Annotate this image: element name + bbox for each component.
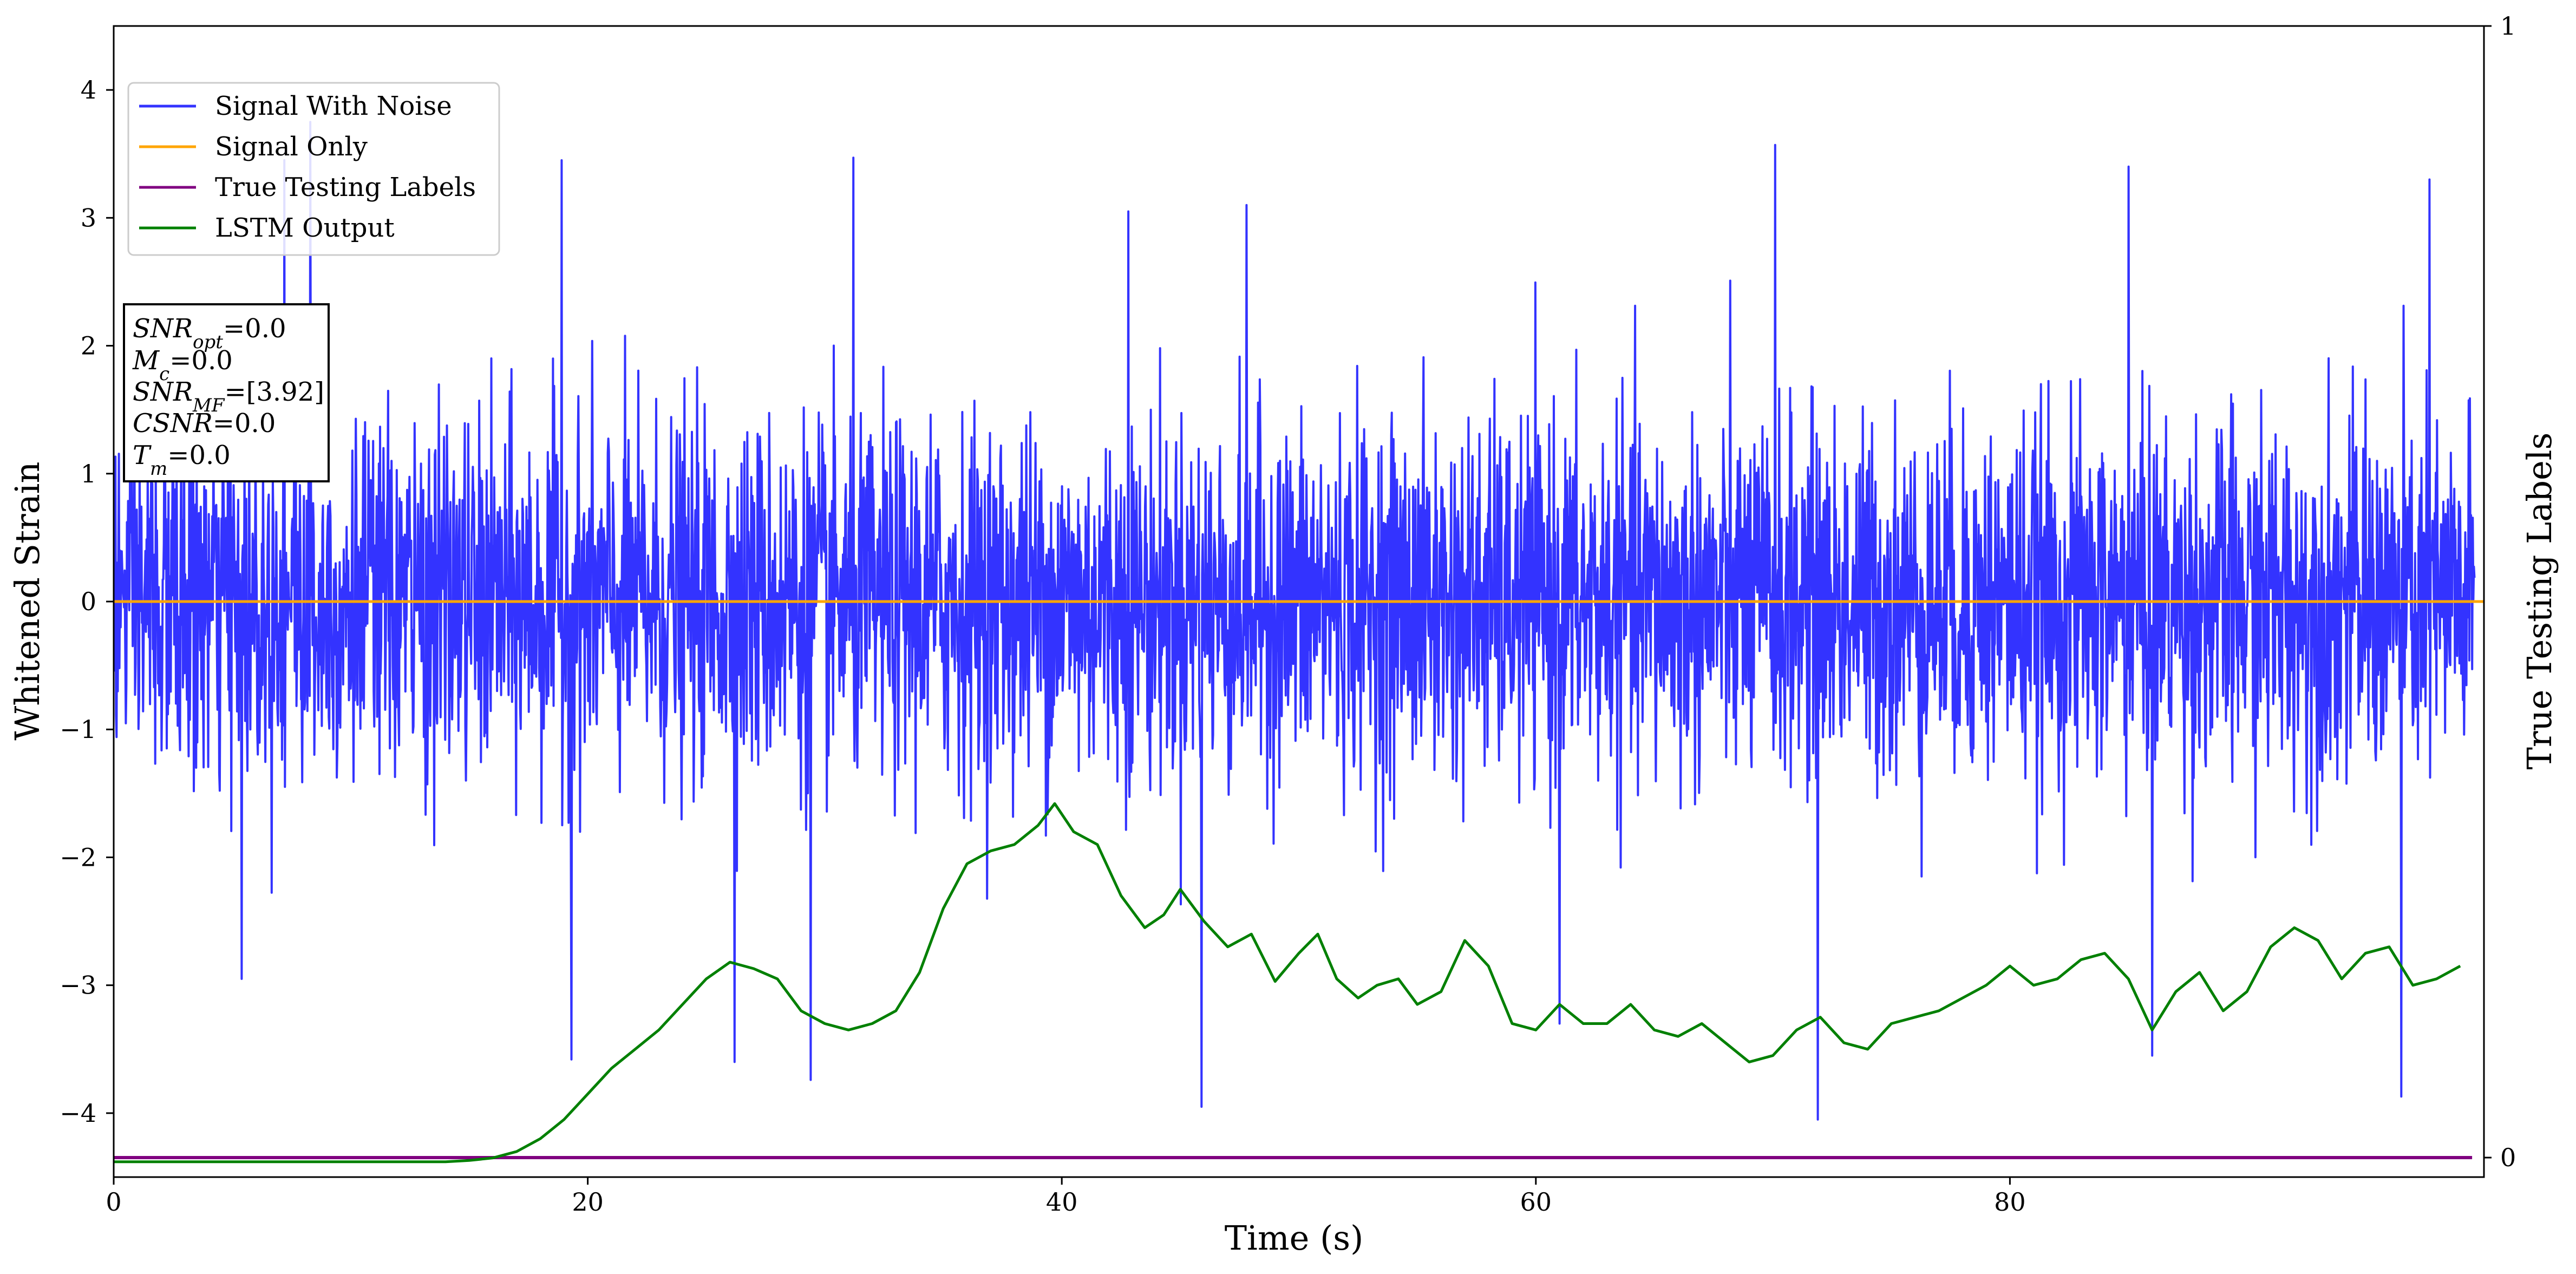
y-tick-label: 0 [81, 587, 96, 616]
y-axis-right: 01 [2484, 11, 2516, 1172]
y-axis-left: −4 −3 −2 −1 0 1 2 3 4 [60, 75, 114, 1128]
legend-label-lstm-output: LSTM Output [215, 213, 395, 243]
y2-tick-label: 0 [2500, 1143, 2516, 1172]
y-tick-label: 2 [81, 331, 96, 361]
annotation-mc: Mc=0.0 [132, 345, 233, 385]
x-tick-label: 0 [106, 1187, 121, 1217]
x-tick-label: 60 [1520, 1187, 1552, 1217]
legend-label-signal-with-noise: Signal With Noise [215, 91, 452, 121]
y-tick-label: 4 [81, 75, 96, 104]
parameter-annotation-box: SNRopt=0.0 Mc=0.0 SNRMF=[3.92] CSNR=0.0 … [123, 303, 330, 482]
annotation-tm: Tm=0.0 [133, 440, 231, 480]
annotation-csnr: CSNR=0.0 [133, 408, 276, 439]
legend: Signal With Noise Signal Only True Testi… [127, 82, 500, 256]
series-layer [114, 121, 2484, 1164]
y2-tick-label: 1 [2500, 11, 2516, 41]
x-axis-label: Time (s) [1225, 1218, 1364, 1258]
series-line-signal-with-noise [114, 121, 2476, 1121]
y-tick-label: 1 [81, 459, 96, 488]
annotation-frame [123, 303, 330, 482]
x-tick-label: 20 [572, 1187, 604, 1217]
legend-box [127, 82, 500, 256]
legend-label-true-testing-labels: True Testing Labels [215, 172, 476, 202]
series-line-lstm-output [114, 802, 2461, 1164]
y-tick-label: −1 [60, 715, 96, 744]
y-axis-label: Whitened Strain [8, 462, 47, 741]
y-tick-label: −3 [60, 971, 96, 1000]
annotation-snr-mf: SNRMF=[3.92] [133, 377, 324, 416]
x-tick-label: 80 [1994, 1187, 2026, 1217]
legend-label-signal-only: Signal Only [215, 132, 368, 162]
y-tick-label: 3 [81, 203, 96, 232]
x-tick-label: 40 [1046, 1187, 1078, 1217]
y2-axis-label: True Testing Labels [2520, 433, 2559, 770]
x-axis: 0 20 40 60 80 [106, 1177, 2026, 1217]
y-tick-label: −4 [60, 1099, 96, 1128]
annotation-snr-opt: SNRopt=0.0 [133, 313, 286, 353]
y-tick-label: −2 [60, 842, 96, 872]
